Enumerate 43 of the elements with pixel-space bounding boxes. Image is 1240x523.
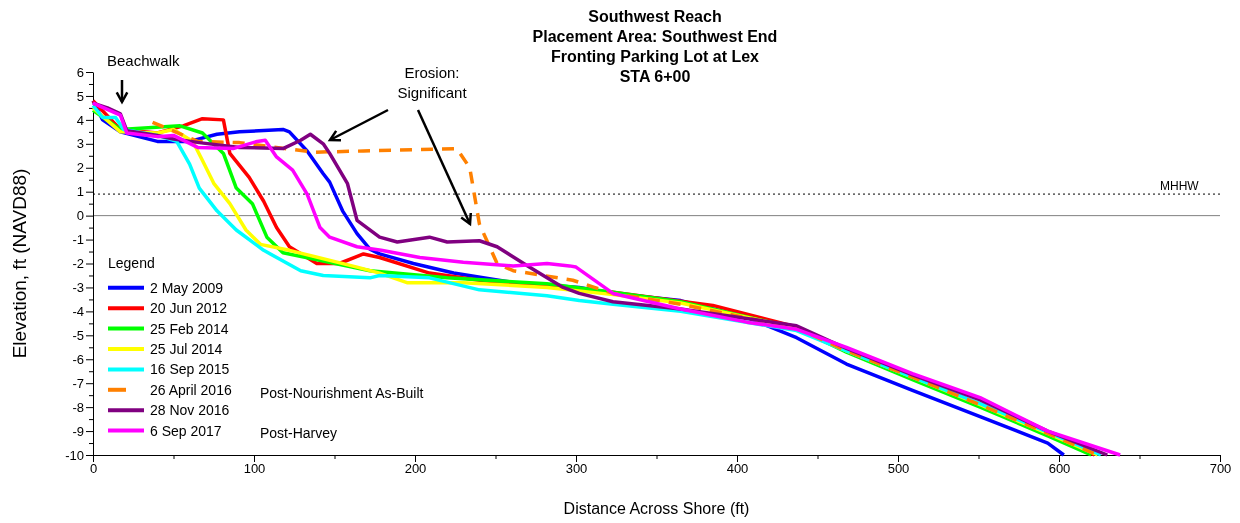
y-tick-label: 2 [76, 160, 84, 176]
y-tick-label: -1 [72, 232, 84, 248]
text: Beachwalk [107, 52, 181, 69]
y-tick-label: -6 [72, 351, 84, 367]
annotation: Post-Nourishment As-Built [260, 385, 424, 401]
x-tick-label: 500 [887, 461, 910, 477]
y-tick-label: -3 [72, 280, 84, 296]
y-tick-label: -2 [72, 256, 84, 272]
legend-label: 20 Jun 2012 [150, 300, 228, 317]
chart-subtitle: Placement Area: Southwest End Fronting Parking Lot at Lex STA 6+00 [532, 28, 778, 85]
x-tick-label: 100 [243, 461, 266, 477]
ref-line-label: MHHW [1160, 179, 1200, 194]
legend-label: 25 Feb 2014 [150, 320, 229, 337]
y-tick-label: 4 [76, 112, 84, 128]
legend-title: Legend [108, 254, 155, 271]
x-tick-label: 400 [726, 461, 749, 477]
annotation: Post-Harvey [260, 425, 338, 441]
y-tick-label: -5 [72, 327, 84, 343]
y-tick-label: 5 [76, 88, 84, 104]
x-tick-label: 200 [404, 461, 427, 477]
x-tick-label: 700 [1209, 461, 1232, 477]
y-tick-label: -8 [72, 399, 84, 415]
legend-label: 2 May 2009 [150, 279, 224, 296]
y-tick-label: 0 [76, 208, 84, 224]
x-axis-title: Distance Across Shore (ft) [563, 500, 750, 517]
x-tick-label: 600 [1048, 461, 1071, 477]
y-tick-label: 1 [76, 184, 84, 200]
y-tick-label: -9 [72, 423, 84, 439]
legend-label: 16 Sep 2015 [150, 361, 230, 378]
y-tick-label: 6 [76, 64, 84, 80]
x-tick-label: 300 [565, 461, 588, 477]
legend-label: 26 April 2016 [150, 381, 232, 398]
legend-label: 6 Sep 2017 [150, 422, 222, 439]
annotation: Erosion: Significant [397, 64, 468, 101]
chart-title: Southwest Reach [588, 8, 722, 25]
legend-label: 28 Nov 2016 [150, 402, 230, 419]
y-tick-label: 3 [76, 136, 84, 152]
x-tick-label: 0 [89, 461, 98, 477]
y-axis-title: Elevation, ft (NAVD88) [9, 168, 30, 359]
y-tick-label: -10 [65, 447, 84, 463]
legend-label: 25 Jul 2014 [150, 341, 223, 357]
y-tick-label: -4 [72, 304, 84, 320]
y-tick-label: -7 [72, 375, 84, 391]
